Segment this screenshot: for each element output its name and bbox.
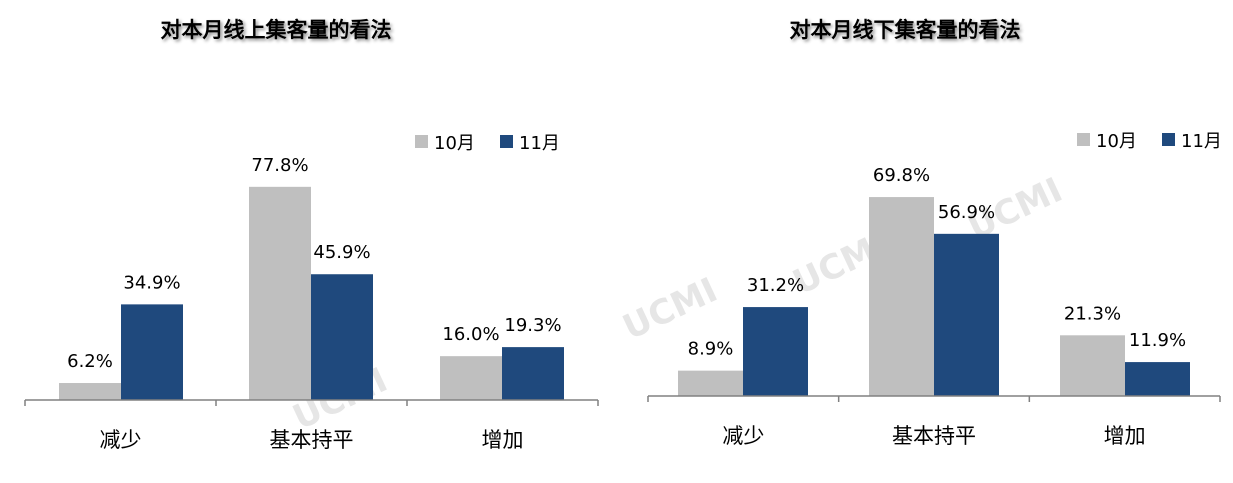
- bar-11月-增加: [1125, 362, 1190, 396]
- bar-11月-增加: [502, 347, 564, 400]
- legend-swatch: [415, 135, 428, 148]
- data-label: 45.9%: [313, 242, 370, 263]
- data-label: 8.9%: [688, 339, 734, 360]
- data-label: 34.9%: [123, 272, 180, 293]
- data-label: 21.3%: [1064, 303, 1121, 324]
- legend-label: 10月: [1096, 131, 1137, 152]
- bar-11月-基本持平: [311, 274, 373, 400]
- bar-11月-减少: [121, 304, 183, 400]
- bar-10月-增加: [1060, 335, 1125, 396]
- legend-swatch: [1162, 133, 1175, 146]
- category-label: 增加: [482, 428, 524, 452]
- legend-swatch: [500, 135, 513, 148]
- bar-11月-减少: [743, 307, 808, 396]
- category-label: 基本持平: [892, 424, 976, 448]
- category-label: 增加: [1104, 424, 1146, 448]
- category-label: 基本持平: [270, 428, 354, 452]
- legend-label: 11月: [519, 133, 560, 154]
- data-label: 19.3%: [504, 315, 561, 336]
- bar-10月-基本持平: [869, 197, 934, 396]
- bar-11月-基本持平: [934, 233, 999, 396]
- watermark-text: UCMI: [617, 270, 724, 348]
- chart-offline: 对本月线下集客量的看法 8.9% 69.8% 21.3% 10月 31.2% 56.9% 1…: [647, 18, 1222, 448]
- chart-title: 对本月线上集客量的看法: [161, 18, 392, 42]
- category-label: 减少: [722, 424, 764, 448]
- legend-label: 11月: [1181, 131, 1222, 152]
- chart-online: 对本月线上集客量的看法 6.2% 77.8% 16.0% 10月 34.9% 45.9% 1…: [24, 18, 599, 452]
- legend-label: 10月: [434, 133, 475, 154]
- data-label: 77.8%: [251, 155, 308, 176]
- data-label: 56.9%: [938, 202, 995, 223]
- bar-10月-减少: [678, 370, 743, 396]
- bar-10月-基本持平: [249, 186, 311, 400]
- data-label: 6.2%: [67, 351, 113, 372]
- bar-10月-增加: [440, 356, 502, 400]
- legend-swatch: [1077, 133, 1090, 146]
- category-label: 减少: [100, 428, 142, 452]
- data-label: 16.0%: [442, 324, 499, 345]
- data-label: 69.8%: [873, 165, 930, 186]
- data-label: 31.2%: [747, 275, 804, 296]
- data-label: 11.9%: [1129, 330, 1186, 351]
- bar-10月-减少: [59, 383, 121, 400]
- chart-title: 对本月线下集客量的看法: [790, 18, 1021, 42]
